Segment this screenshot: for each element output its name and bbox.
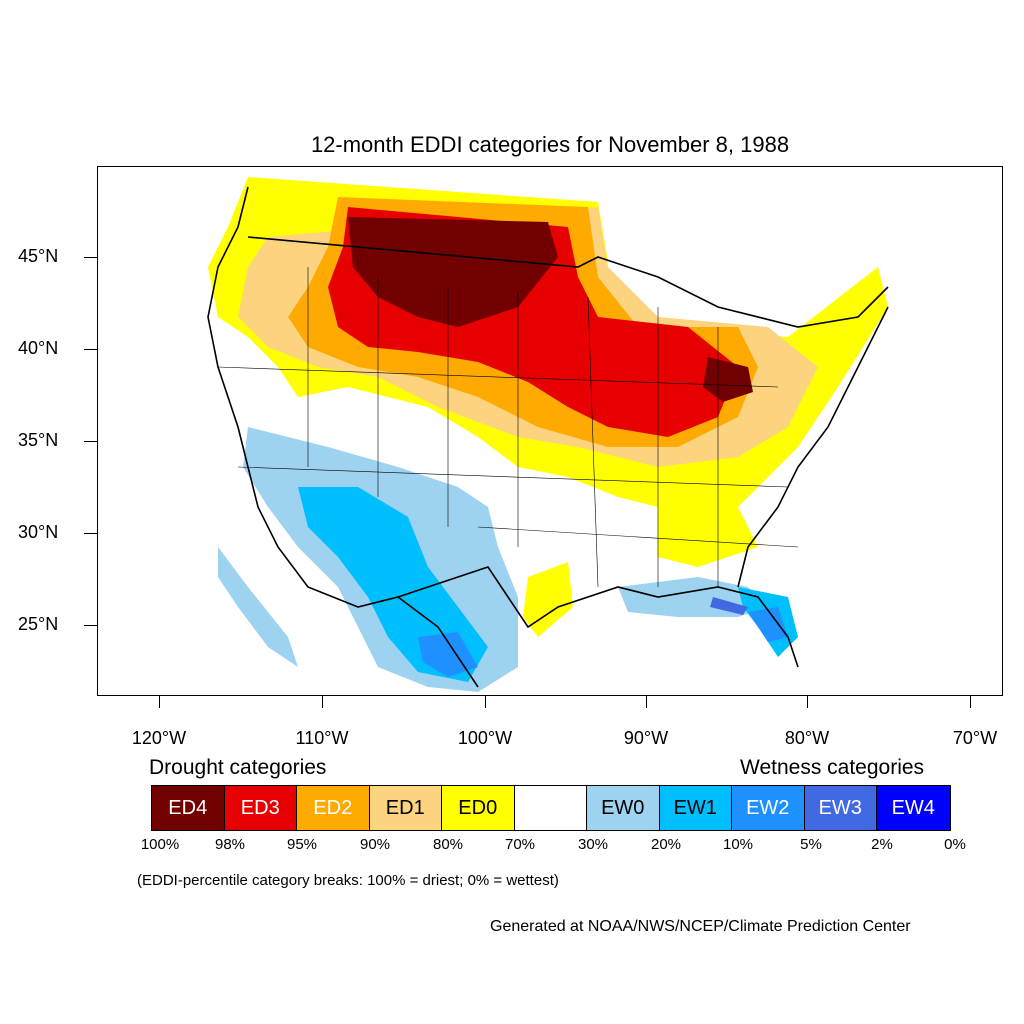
lat-label-35: 35°N: [18, 430, 59, 450]
lat-tick: [84, 533, 97, 534]
lon-label-70: 70°W: [952, 728, 998, 748]
boundaries: [207, 186, 889, 688]
wetness-heading: Wetness categories: [740, 756, 925, 779]
credit-line: Generated at NOAA/NWS/NCEP/Climate Predi…: [490, 918, 911, 935]
lat-tick: [84, 349, 97, 350]
lon-label-120: 120°W: [131, 728, 187, 748]
lat-tick: [84, 441, 97, 442]
legend-label: EW1: [673, 796, 717, 819]
pct-break: 5%: [800, 836, 822, 853]
lat-label-40: 40°N: [18, 338, 59, 358]
state-lines: [217, 267, 799, 588]
legend-label: ED4: [168, 796, 208, 819]
legend-label: EW4: [891, 796, 935, 819]
lon-label-80: 80°W: [784, 728, 830, 748]
lon-label-90: 90°W: [623, 728, 669, 748]
map-title: 12-month EDDI categories for November 8,…: [310, 132, 790, 157]
pct-break: 30%: [577, 836, 609, 853]
category-note: (EDDI-percentile category breaks: 100% =…: [137, 872, 559, 889]
legend-label: EW3: [818, 796, 862, 819]
pct-break: 80%: [432, 836, 464, 853]
lon-tick: [485, 696, 486, 708]
legend-normal: [514, 786, 587, 830]
legend-ed2: ED2: [297, 786, 370, 830]
legend-ew1: EW1: [659, 786, 732, 830]
lon-tick: [159, 696, 160, 708]
legend-label: ED1: [385, 796, 425, 819]
legend-label: EW0: [601, 796, 645, 819]
legend-ew0: EW0: [587, 786, 660, 830]
legend-ew3: EW3: [804, 786, 877, 830]
lat-label-25: 25°N: [18, 614, 59, 634]
ew3-regions: [710, 597, 748, 615]
pct-break: 70%: [504, 836, 536, 853]
lon-tick: [646, 696, 647, 708]
lat-tick: [84, 257, 97, 258]
legend-label: ED0: [458, 796, 498, 819]
drought-heading: Drought categories: [149, 756, 327, 779]
lat-tick: [84, 625, 97, 626]
lon-label-100: 100°W: [457, 728, 513, 748]
pct-break: 0%: [944, 836, 966, 853]
legend-label: ED3: [240, 796, 280, 819]
legend-ed3: ED3: [224, 786, 297, 830]
pct-break: 20%: [650, 836, 682, 853]
lon-tick: [807, 696, 808, 708]
legend-ed1: ED1: [369, 786, 442, 830]
legend-label: EW2: [746, 796, 790, 819]
lat-label-45: 45°N: [18, 246, 59, 266]
pct-break: 10%: [722, 836, 754, 853]
lon-label-110: 110°W: [295, 728, 349, 748]
pct-break: 100%: [140, 836, 180, 853]
legend-ew4: EW4: [877, 786, 950, 830]
pct-break: 90%: [359, 836, 391, 853]
legend-ed4: ED4: [152, 786, 225, 830]
pct-break: 95%: [286, 836, 318, 853]
category-legend: ED4 ED3 ED2 ED1 ED0 EW0 EW1 EW2 EW3 EW4: [151, 785, 951, 831]
pct-break: 98%: [214, 836, 246, 853]
legend-ew2: EW2: [732, 786, 805, 830]
ed4-regions: [348, 217, 753, 402]
lat-label-30: 30°N: [18, 522, 59, 542]
legend-ed0: ED0: [442, 786, 515, 830]
pct-break: 2%: [871, 836, 893, 853]
map-canvas: [207, 177, 889, 692]
lon-tick: [970, 696, 971, 708]
eddi-map: [97, 166, 1003, 696]
lon-tick: [322, 696, 323, 708]
legend-label: ED2: [313, 796, 353, 819]
